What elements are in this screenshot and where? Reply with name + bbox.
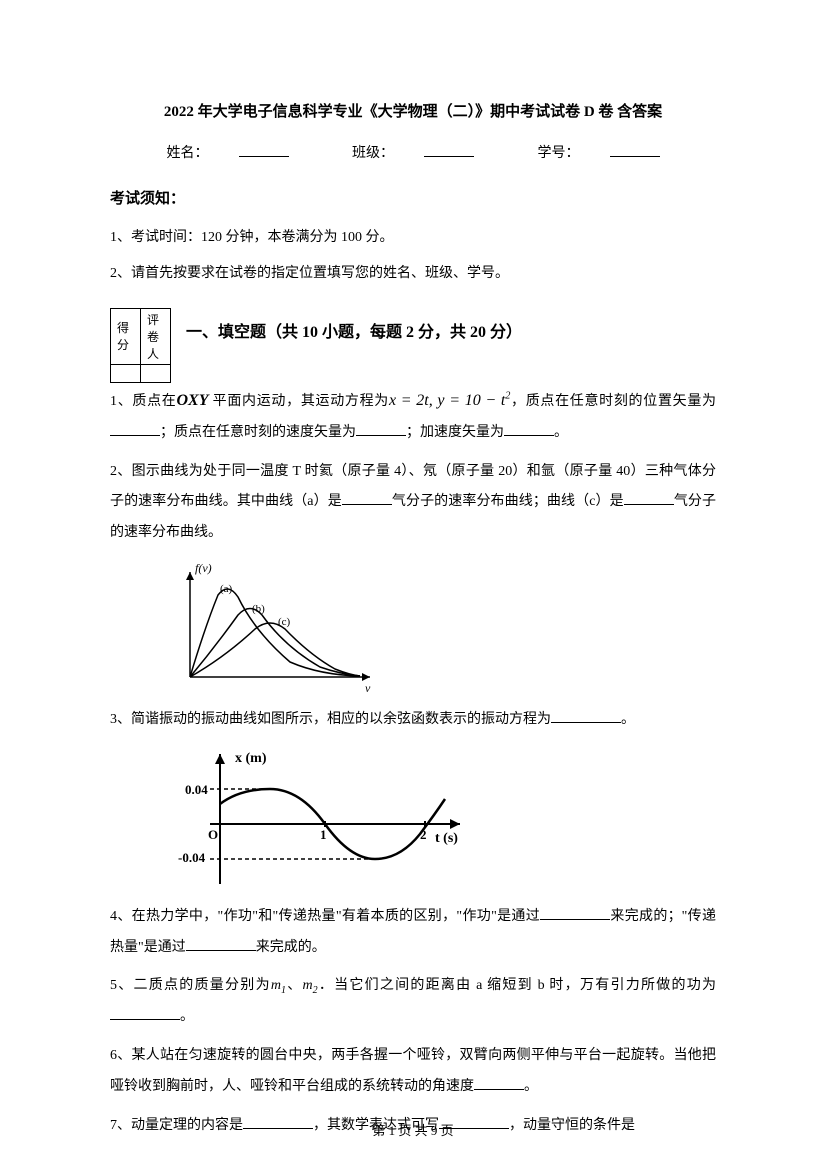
x-tick-2: 2 — [420, 827, 427, 842]
oscillation-chart: x (m) t (s) O 0.04 -0.04 1 2 — [160, 744, 480, 894]
score-label: 得分 — [111, 308, 141, 364]
y-axis-label: x (m) — [235, 751, 267, 766]
reviewer-cell — [141, 364, 171, 382]
y-tick-pos: 0.04 — [185, 782, 208, 797]
section-1-heading: 一、填空题（共 10 小题，每题 2 分，共 20 分） — [110, 308, 716, 342]
question-3: 3、简谐振动的振动曲线如图所示，相应的以余弦函数表示的振动方程为。 — [110, 705, 716, 736]
x-tick-1: 1 — [320, 827, 327, 842]
question-5: 5、二质点的质量分别为m1、m2．当它们之间的距离由 a 缩短到 b 时，万有引… — [110, 971, 716, 1033]
origin-label: O — [208, 827, 218, 842]
student-info-line: 姓名： 班级： 学号： — [110, 141, 716, 162]
question-6: 6、某人站在匀速旋转的圆台中央，两手各握一个哑铃，双臂向两侧平伸与平台一起旋转。… — [110, 1041, 716, 1103]
speed-distribution-chart: f(v) v (a) (b) (c) — [160, 557, 380, 697]
exam-title: 2022 年大学电子信息科学专业《大学物理（二）》期中考试试卷 D 卷 含答案 — [110, 100, 716, 121]
page-footer: 第 1 页 共 9 页 — [0, 1120, 826, 1139]
notice-item-2: 2、请首先按要求在试卷的指定位置填写您的姓名、班级、学号。 — [110, 259, 716, 290]
notice-item-1: 1、考试时间：120 分钟，本卷满分为 100 分。 — [110, 223, 716, 254]
curve-label-c: (c) — [278, 616, 291, 628]
question-2: 2、图示曲线为处于同一温度 T 时氦（原子量 4）、氖（原子量 20）和氩（原子… — [110, 457, 716, 549]
id-label: 学号： — [523, 146, 675, 161]
class-label: 班级： — [337, 146, 489, 161]
question-1: 1、质点在OXY 平面内运动，其运动方程为x = 2t, y = 10 − t2… — [110, 383, 716, 449]
reviewer-label: 评卷人 — [141, 308, 171, 364]
score-box: 得分 评卷人 — [110, 308, 171, 383]
y-tick-neg: -0.04 — [178, 850, 206, 865]
x-axis-label: t (s) — [435, 831, 458, 846]
name-label: 姓名： — [152, 146, 304, 161]
y-axis-label: f(v) — [195, 561, 212, 575]
curve-label-b: (b) — [252, 603, 265, 615]
x-axis-label: v — [365, 681, 371, 695]
score-cell — [111, 364, 141, 382]
curve-label-a: (a) — [220, 583, 233, 595]
notice-heading: 考试须知： — [110, 187, 716, 208]
question-4: 4、在热力学中，"作功"和"传递热量"有着本质的区别，"作功"是通过来完成的；"… — [110, 902, 716, 964]
